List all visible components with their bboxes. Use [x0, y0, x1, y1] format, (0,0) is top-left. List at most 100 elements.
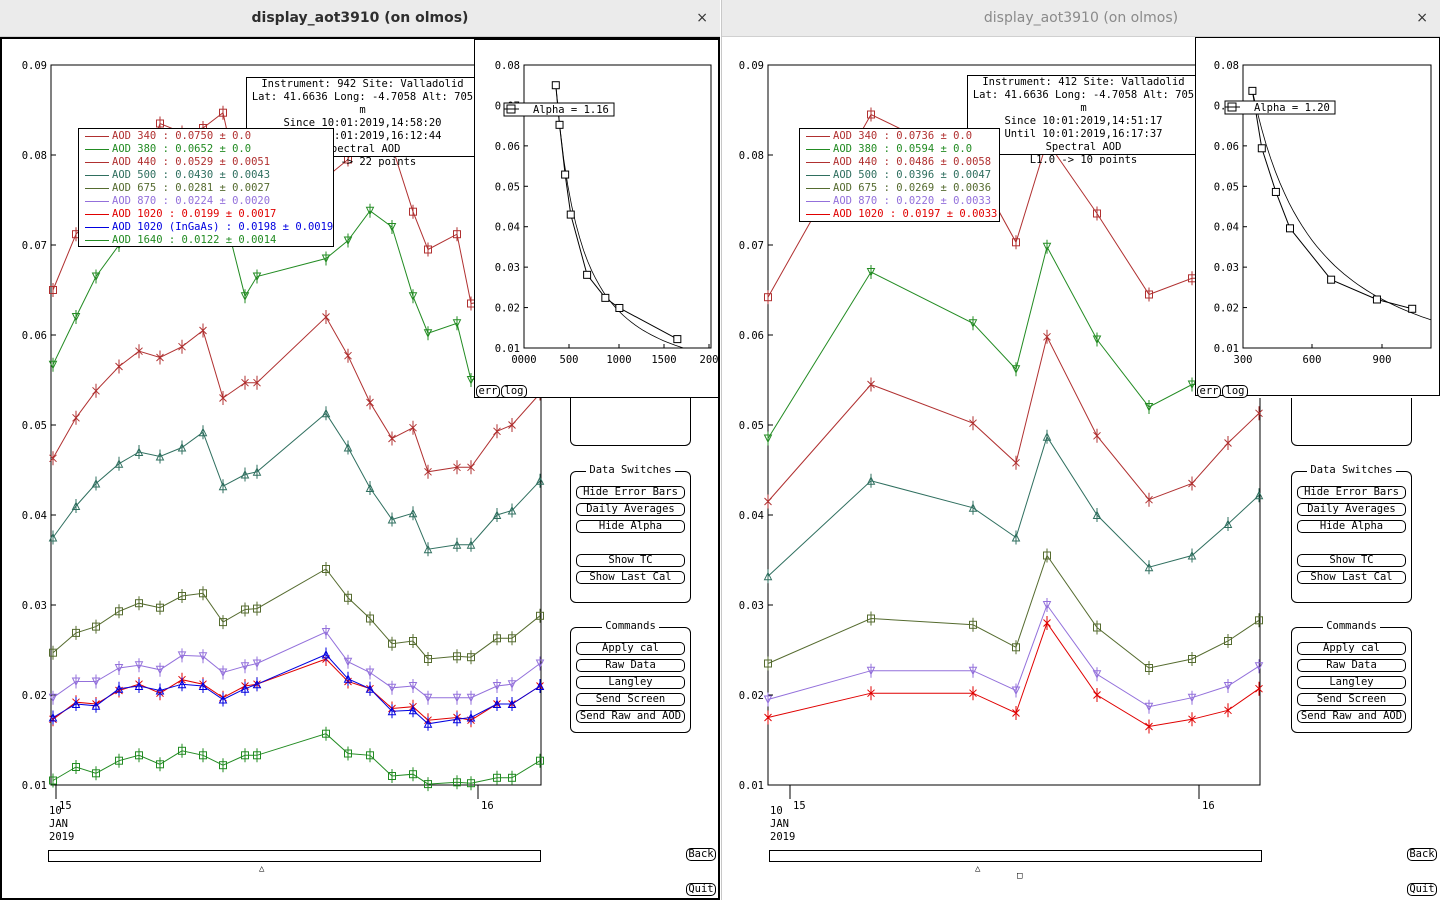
inset-x-tick-label: 500 — [560, 354, 579, 366]
hide-error-bars-button[interactable]: Hide Error Bars — [1297, 486, 1406, 499]
daily-averages-button[interactable]: Daily Averages — [1297, 503, 1406, 516]
inset-point — [601, 293, 610, 302]
group-title-text: Commands — [602, 620, 659, 632]
data-point — [508, 421, 516, 429]
x-tick-label: 16 — [481, 800, 494, 812]
inset-y-tick-label: 0.08 — [1214, 60, 1239, 72]
inset-y-tick-label: 0.04 — [495, 222, 520, 234]
right-window: display_aot3910 (on olmos) × 0.01 0.02 0.0… — [721, 0, 1440, 900]
right-main-plot: 0.01 0.02 0.03 0.04 0.05 0.06 0.07 0.08 0.09 15 16 — [739, 60, 1264, 812]
inset-point — [1372, 295, 1381, 304]
data-point — [156, 603, 164, 612]
right-time-slider[interactable] — [769, 850, 1262, 862]
show-tc-button[interactable]: Show TC — [1297, 554, 1406, 567]
data-point — [507, 699, 517, 708]
data-point — [48, 712, 58, 722]
send-screen-button[interactable]: Send Screen — [1297, 693, 1406, 706]
daily-averages-button[interactable]: Daily Averages — [576, 503, 685, 516]
group-title-text: Commands — [1323, 620, 1380, 632]
inset-x-tick-label: 600 — [1303, 354, 1322, 366]
series-line — [767, 554, 1260, 669]
y-tick-label: 0.01 — [22, 780, 47, 792]
data-point — [492, 699, 502, 708]
series-line — [767, 335, 1260, 502]
left-main-plot: 0.01 0.02 0.03 0.04 0.05 0.06 0.07 0.08 0.09 15 16 — [22, 60, 545, 812]
apply-cal-button[interactable]: Apply cal — [576, 642, 685, 655]
series-aod-675 — [49, 562, 544, 666]
right-log-button[interactable]: log — [1222, 385, 1248, 398]
data-point — [508, 773, 516, 782]
data-point — [1187, 380, 1197, 390]
inset-x-tick-label: 900 — [1373, 354, 1392, 366]
data-point — [763, 434, 773, 444]
left-commands: Commands Apply cal Raw Data Langley Send Scr… — [570, 620, 691, 733]
legend-label: AOD 1640 : 0.0122 ± 0.0014 — [112, 234, 277, 246]
data-point — [366, 614, 374, 623]
data-point — [536, 611, 544, 620]
data-point — [453, 463, 461, 472]
right-alpha-inset: 0.010.020.030.040.050.060.070.0830060090… — [1195, 37, 1440, 398]
data-point — [423, 719, 433, 728]
show-last-cal-button[interactable]: Show Last Cal — [1297, 571, 1406, 584]
left-slider-marker-icon[interactable]: △ — [259, 864, 265, 874]
left-time-slider[interactable] — [48, 850, 541, 862]
data-point — [466, 693, 476, 703]
right-close-button[interactable]: × — [1416, 10, 1428, 26]
left-err-button[interactable]: err — [476, 385, 500, 398]
legend-entry: AOD 1640 : 0.0122 ± 0.0014 — [85, 234, 277, 246]
hide-error-bars-button[interactable]: Hide Error Bars — [576, 486, 685, 499]
left-back-button[interactable]: Back — [686, 848, 716, 861]
data-point — [91, 272, 101, 282]
data-point — [387, 514, 397, 524]
data-point — [48, 693, 58, 703]
right-legend: AOD 340 : 0.0736 ± 0.0 AOD 380 : 0.0594 ±… — [799, 128, 1000, 222]
data-point — [241, 378, 249, 387]
inset-y-tick-label: 0.05 — [495, 181, 520, 193]
inset-point — [1248, 86, 1257, 95]
send-raw-and-aod-button[interactable]: Send Raw and AOD — [576, 710, 685, 723]
left-close-button[interactable]: × — [696, 10, 708, 26]
raw-data-button[interactable]: Raw Data — [576, 659, 685, 672]
data-point — [764, 713, 772, 722]
apply-cal-button[interactable]: Apply cal — [1297, 642, 1406, 655]
show-last-cal-button[interactable]: Show Last Cal — [576, 571, 685, 584]
y-tick-label: 0.09 — [22, 60, 47, 72]
right-err-button[interactable]: err — [1197, 385, 1221, 398]
send-raw-and-aod-button[interactable]: Send Raw and AOD — [1297, 710, 1406, 723]
hide-alpha-button[interactable]: Hide Alpha — [1297, 520, 1406, 533]
left-titlebar[interactable]: display_aot3910 (on olmos) × — [0, 0, 720, 37]
right-slider-marker-icon[interactable]: △ — [975, 864, 981, 874]
langley-button[interactable]: Langley — [576, 676, 685, 689]
data-point — [218, 694, 228, 704]
data-point — [764, 497, 772, 506]
data-point — [219, 618, 227, 627]
data-point — [91, 478, 101, 488]
right-slider-square-icon[interactable]: □ — [1017, 871, 1023, 881]
right-back-button[interactable]: Back — [1407, 848, 1437, 861]
send-screen-button[interactable]: Send Screen — [576, 693, 685, 706]
right-titlebar[interactable]: display_aot3910 (on olmos) × — [722, 0, 1440, 37]
data-point — [535, 659, 545, 669]
legend-label: AOD 340 : 0.0750 ± 0.0 — [112, 130, 252, 142]
left-log-button[interactable]: log — [501, 385, 527, 398]
left-date-day: 10 — [49, 805, 62, 817]
legend-entry: AOD 500 : 0.0430 ± 0.0043 — [85, 169, 270, 182]
data-point — [1011, 686, 1021, 696]
inset-y-tick-label: 0.01 — [1214, 343, 1239, 355]
data-point — [1223, 682, 1233, 691]
hide-alpha-button[interactable]: Hide Alpha — [576, 520, 685, 533]
langley-button[interactable]: Langley — [1297, 676, 1406, 689]
legend-label: AOD 870 : 0.0220 ± 0.0033 — [833, 195, 992, 207]
show-tc-button[interactable]: Show TC — [576, 554, 685, 567]
right-quit-button[interactable]: Quit — [1407, 883, 1437, 896]
data-point — [1092, 670, 1102, 679]
inset-y-tick-label: 0.03 — [1214, 262, 1239, 274]
data-point — [252, 679, 262, 689]
raw-data-button[interactable]: Raw Data — [1297, 659, 1406, 672]
data-point — [253, 378, 261, 387]
left-legend: AOD 340 : 0.0750 ± 0.0 AOD 380 : 0.0652 ±… — [78, 128, 334, 247]
left-quit-button[interactable]: Quit — [686, 883, 716, 896]
left-date-label: 10 JAN 2019 — [49, 805, 74, 844]
data-point — [343, 236, 353, 246]
data-point — [387, 683, 397, 693]
